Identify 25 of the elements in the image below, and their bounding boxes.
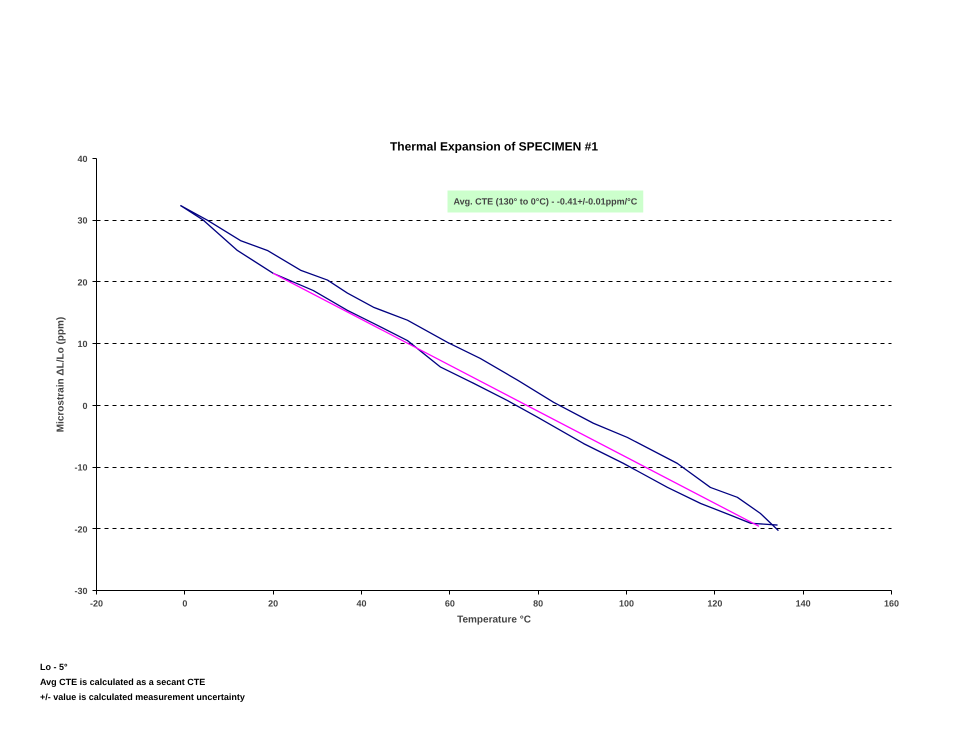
y-tick-label: -30 <box>74 586 88 596</box>
x-tick-label: 120 <box>707 598 722 608</box>
y-tick-label: 0 <box>82 400 88 411</box>
y-axis-title: Microstrain ΔL/Lo (ppm) <box>55 316 66 432</box>
text: +/- value is calculated measurement uncertainty <box>40 692 245 702</box>
x-tick-label: 40 <box>356 598 367 608</box>
x-tick-label: 0 <box>182 598 188 608</box>
y-tick-label: -10 <box>74 462 88 473</box>
x-tick-label: -20 <box>90 598 104 608</box>
x-tick-label: 80 <box>533 598 544 608</box>
y-tick-label: -20 <box>74 524 88 534</box>
x-axis-title: Temperature °C <box>457 614 531 626</box>
y-tick-label: 10 <box>77 339 88 350</box>
y-tick-label: 30 <box>77 216 88 226</box>
x-tick-label: 160 <box>884 598 900 608</box>
x-tick-label: 140 <box>796 598 811 608</box>
x-tick-label: 100 <box>618 598 634 608</box>
x-tick-label: 60 <box>444 598 455 608</box>
annotation: Avg. CTE (130° to 0°C) - -0.41+/-0.01ppm/°C <box>454 196 638 206</box>
text: Avg CTE is calculated as a secant CTE <box>40 677 206 687</box>
y-tick-label: 20 <box>77 277 88 288</box>
y-tick-label: 40 <box>77 154 88 164</box>
text: Lo - 5° <box>40 662 68 672</box>
x-tick-label: 20 <box>268 598 278 608</box>
chart-title: Thermal Expansion of SPECIMEN #1 <box>390 140 598 154</box>
